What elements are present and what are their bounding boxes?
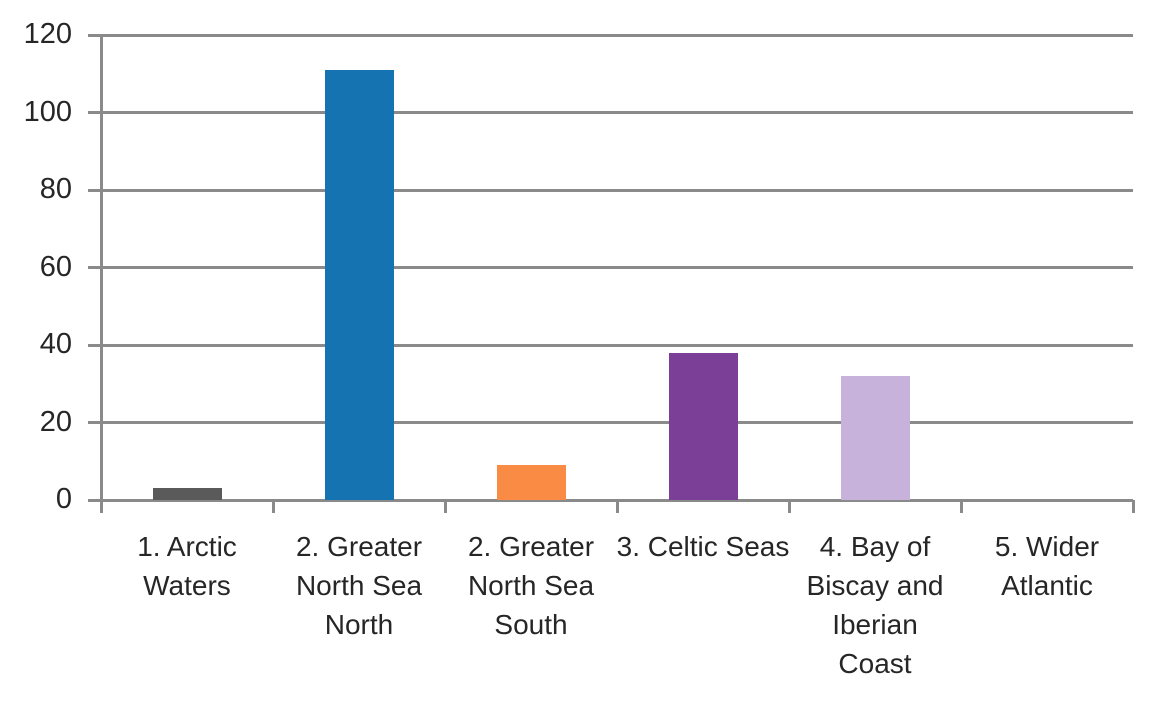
x-axis-tick-0 [99, 500, 103, 513]
x-axis-label-2: 2. Greater North Sea North [295, 531, 423, 640]
y-axis-label-60: 60 [39, 250, 72, 283]
bar-1-1-arctic-waters [152, 488, 222, 500]
gridline-y-60 [101, 266, 1133, 269]
y-axis-label-100: 100 [23, 95, 72, 128]
y-axis-tick-80 [88, 188, 101, 192]
y-axis-label-20: 20 [39, 405, 72, 438]
x-axis-tick-4 [787, 500, 791, 513]
y-axis-tick-20 [88, 421, 101, 424]
x-axis-tick-2 [443, 500, 447, 513]
bar-5-4-bay-of-biscay-and-iberian-coast [840, 376, 910, 500]
y-axis-tick-60 [88, 266, 101, 269]
gridline-y-80 [101, 188, 1133, 192]
gridline-y-40 [101, 343, 1133, 347]
gridline-y-20 [101, 421, 1133, 424]
x-axis-tick-5 [959, 500, 963, 513]
bar-3-2-greater-north-sea-south [496, 465, 566, 500]
y-axis-label-120: 120 [23, 18, 72, 50]
y-axis-tick-40 [88, 343, 101, 347]
x-axis-tick-6 [1131, 500, 1135, 513]
gridline-y-100 [101, 111, 1133, 114]
x-axis-tick-1 [271, 500, 275, 513]
y-axis-tick-120 [88, 33, 101, 37]
y-axis-label-0: 0 [55, 483, 72, 515]
x-axis-tick-3 [615, 500, 619, 513]
y-axis-tick-0 [88, 498, 101, 502]
y-axis-tick-100 [88, 111, 101, 114]
x-axis-label-5: 4. Bay of Biscay and Iberian Coast [806, 531, 944, 679]
y-axis-line [99, 35, 103, 513]
y-axis-label-80: 80 [39, 173, 72, 205]
x-axis-label-6: 5. Wider Atlantic [994, 531, 1100, 601]
x-axis-label-4: 3. Celtic Seas [616, 531, 790, 562]
gridline-y-120 [101, 33, 1133, 37]
bar-2-2-greater-north-sea-north [324, 69, 394, 500]
bar-4-3-celtic-seas [668, 352, 738, 500]
x-axis-label-1: 1. Arctic Waters [137, 531, 237, 601]
y-axis-label-40: 40 [39, 328, 72, 360]
x-axis-label-3: 2. Greater North Sea South [467, 531, 595, 640]
